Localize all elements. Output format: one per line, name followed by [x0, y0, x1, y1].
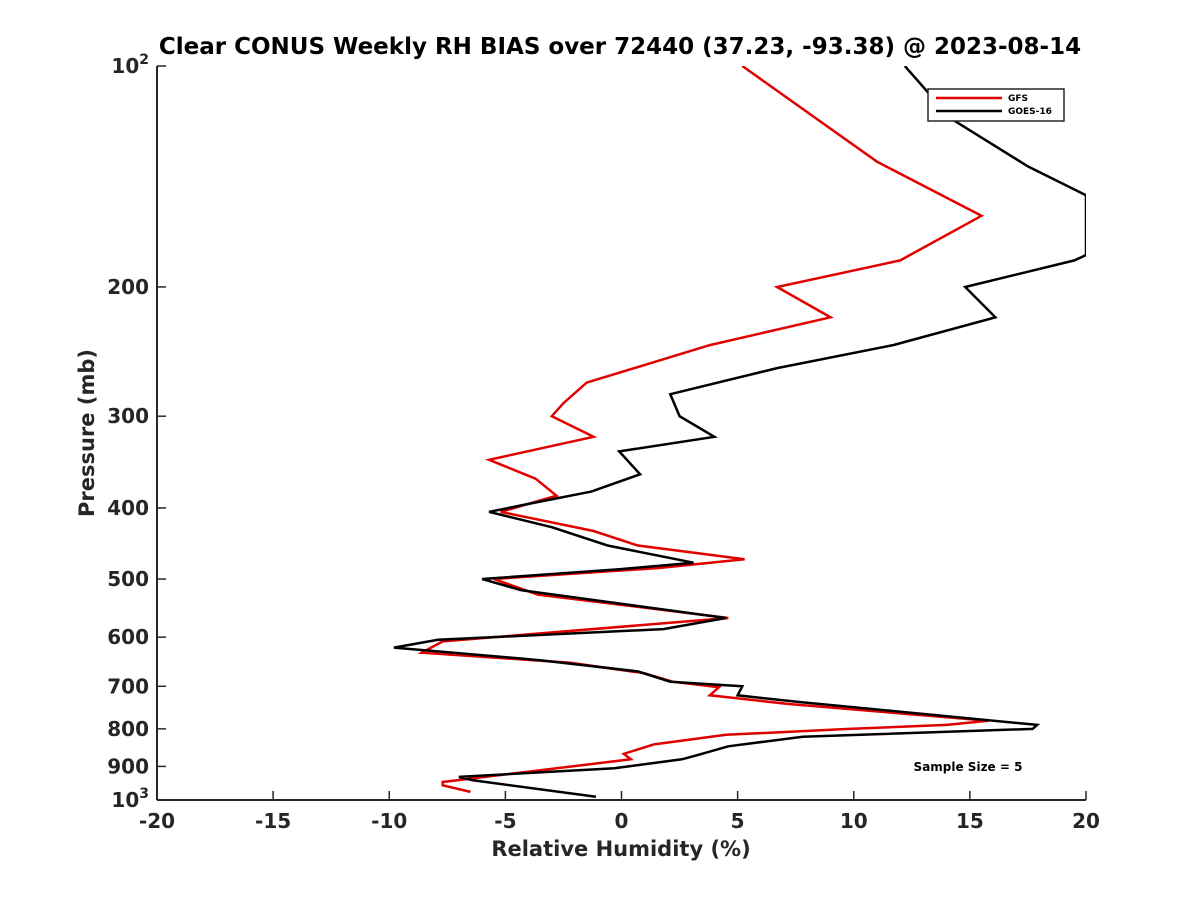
x-tick-label: -5 [494, 809, 516, 833]
y-tick-label: 102 [111, 52, 149, 78]
x-tick-label: -15 [255, 809, 291, 833]
axes: -20 -15 -10 -5 0 5 10 15 20 102 200 300 400 500 600 700… [107, 52, 1100, 833]
y-tick-label: 500 [107, 567, 149, 591]
x-tick-label: 10 [840, 809, 868, 833]
legend: GFS GOES-16 [927, 88, 1065, 122]
y-tick-label: 600 [107, 625, 149, 649]
series-line-gfs [417, 66, 989, 794]
x-axis-label: Relative Humidity (%) [491, 837, 750, 861]
y-tick-label: 900 [107, 754, 149, 778]
x-tick-label: 0 [615, 809, 629, 833]
y-tick-label: 300 [107, 404, 149, 428]
y-axis-label: Pressure (mb) [75, 349, 99, 517]
chart-title: Clear CONUS Weekly RH BIAS over 72440 (3… [159, 34, 1081, 60]
x-tick-label: 15 [956, 809, 984, 833]
x-tick-label: -20 [139, 809, 175, 833]
y-tick-label: 400 [107, 496, 149, 520]
legend-entry: GOES-16 [1008, 107, 1052, 117]
x-tick-label: 20 [1072, 809, 1100, 833]
plot-area [393, 66, 1086, 799]
series-line-goes-16 [393, 66, 1086, 799]
legend-entry: GFS [1008, 94, 1028, 104]
y-tick-label: 103 [111, 786, 149, 812]
legend-box [927, 88, 1065, 122]
x-tick-label: -10 [371, 809, 407, 833]
y-tick-label: 200 [107, 275, 149, 299]
x-tick-label: 5 [731, 809, 745, 833]
y-tick-label: 800 [107, 717, 149, 741]
sample-size-annotation: Sample Size = 5 [914, 760, 1023, 774]
y-tick-label: 700 [107, 674, 149, 698]
